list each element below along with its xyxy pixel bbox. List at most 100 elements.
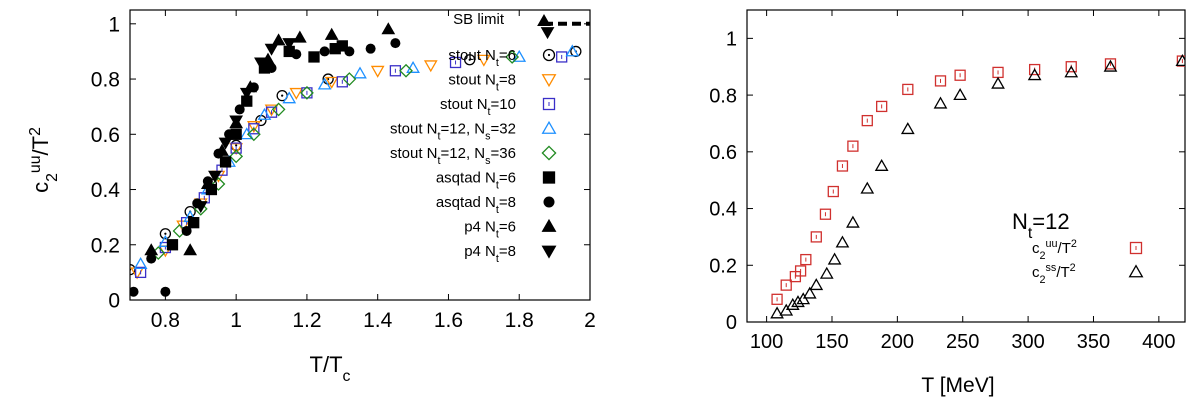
marker-triangle: [1027, 68, 1042, 81]
marker-triangle: [324, 27, 339, 40]
legend-marker: [541, 218, 557, 232]
data-point: [399, 63, 413, 78]
data-point: [264, 43, 279, 56]
marker-square: [230, 142, 242, 154]
data-point: [827, 185, 839, 198]
marker-ring: [464, 54, 476, 66]
marker-dot: [468, 58, 471, 61]
x-tick-label: 300: [1011, 331, 1044, 353]
x-tick-label: 1.2: [292, 309, 321, 332]
legend-entry: asqtad Nt=6: [436, 170, 556, 192]
marker-triangle: [183, 243, 198, 256]
marker-triangle: [802, 286, 817, 299]
data-point: [342, 72, 357, 86]
data-point: [229, 149, 244, 164]
legend-marker: [1128, 264, 1144, 278]
data-point: [874, 158, 889, 171]
marker-dot: [281, 94, 284, 97]
y-tick-label: 0.6: [91, 124, 120, 147]
data-point: [224, 129, 235, 140]
data-point: [324, 27, 339, 40]
data-point: [800, 253, 812, 266]
data-point: [166, 239, 179, 251]
marker-square: [1104, 58, 1117, 70]
data-point: [344, 46, 355, 57]
marker-square: [934, 75, 947, 87]
marker-triangle: [193, 201, 208, 214]
marker-triangle: [289, 87, 304, 100]
marker-square: [800, 253, 812, 266]
data-point: [1103, 59, 1118, 72]
data-point: [991, 76, 1005, 89]
data-point: [780, 279, 792, 291]
marker-square: [1065, 61, 1077, 73]
y-tick-label: 0.6: [709, 142, 737, 164]
marker-square: [771, 293, 783, 305]
data-point: [282, 91, 297, 104]
marker-triangle: [476, 54, 491, 67]
marker-square: [248, 123, 260, 135]
data-point: [771, 293, 783, 305]
data-point: [802, 286, 817, 299]
marker-triangle: [846, 215, 860, 228]
data-point: [512, 49, 527, 62]
marker-ring: [570, 45, 582, 58]
data-point: [239, 127, 254, 140]
x-tick-label: 250: [946, 331, 979, 353]
legend-label: stout Nt=10: [440, 96, 516, 118]
data-point: [254, 57, 268, 70]
marker-diamond: [300, 85, 314, 100]
marker-diamond: [399, 63, 413, 78]
legend-label: stout Nt=12, Ns=32: [390, 121, 516, 143]
x-tick-label: 200: [881, 331, 914, 353]
x-tick-label: 1.6: [434, 309, 463, 332]
legend-label: stout Nt=8: [448, 72, 516, 94]
marker-triangle: [1103, 59, 1118, 72]
series-1: [130, 54, 491, 280]
data-point: [181, 225, 192, 236]
marker-triangle: [791, 295, 805, 308]
marker-square: [827, 185, 839, 198]
data-point: [406, 60, 420, 73]
series-8: [193, 27, 555, 214]
legend-entry: stout Nt=6: [448, 47, 556, 69]
legend-marker: [542, 171, 556, 184]
data-point: [449, 56, 462, 69]
data-point: [1064, 65, 1079, 78]
legend-entry: p4 Nt=6: [464, 218, 557, 241]
marker-disc: [160, 286, 171, 297]
data-point: [505, 50, 520, 64]
marker-disc: [390, 38, 401, 49]
data-point: [271, 102, 286, 117]
marker-disc: [543, 196, 555, 208]
marker-square: [847, 140, 859, 152]
data-point: [934, 75, 947, 87]
data-point: [146, 253, 157, 264]
data-point: [819, 208, 832, 220]
data-point: [215, 143, 229, 156]
marker-triangle: [991, 76, 1005, 89]
data-point: [846, 215, 860, 228]
marker-triangle: [215, 143, 229, 156]
marker-triangle: [541, 74, 557, 88]
data-point: [219, 156, 232, 168]
marker-triangle: [239, 87, 254, 100]
marker-triangle: [541, 120, 557, 134]
data-point: [183, 243, 198, 256]
marker-square: [542, 97, 556, 111]
marker-square: [542, 171, 556, 184]
marker-disc: [344, 46, 355, 57]
x-tick-label: 1: [230, 309, 242, 332]
y-tick-label: 0.8: [91, 69, 120, 92]
marker-square: [219, 156, 232, 168]
marker-square: [166, 239, 179, 251]
data-point: [271, 33, 286, 46]
marker-disc: [365, 43, 376, 54]
marker-square: [308, 51, 320, 63]
data-point: [229, 115, 244, 128]
legend-marker: [541, 245, 557, 259]
data-point: [1104, 58, 1117, 70]
data-point: [211, 177, 226, 191]
